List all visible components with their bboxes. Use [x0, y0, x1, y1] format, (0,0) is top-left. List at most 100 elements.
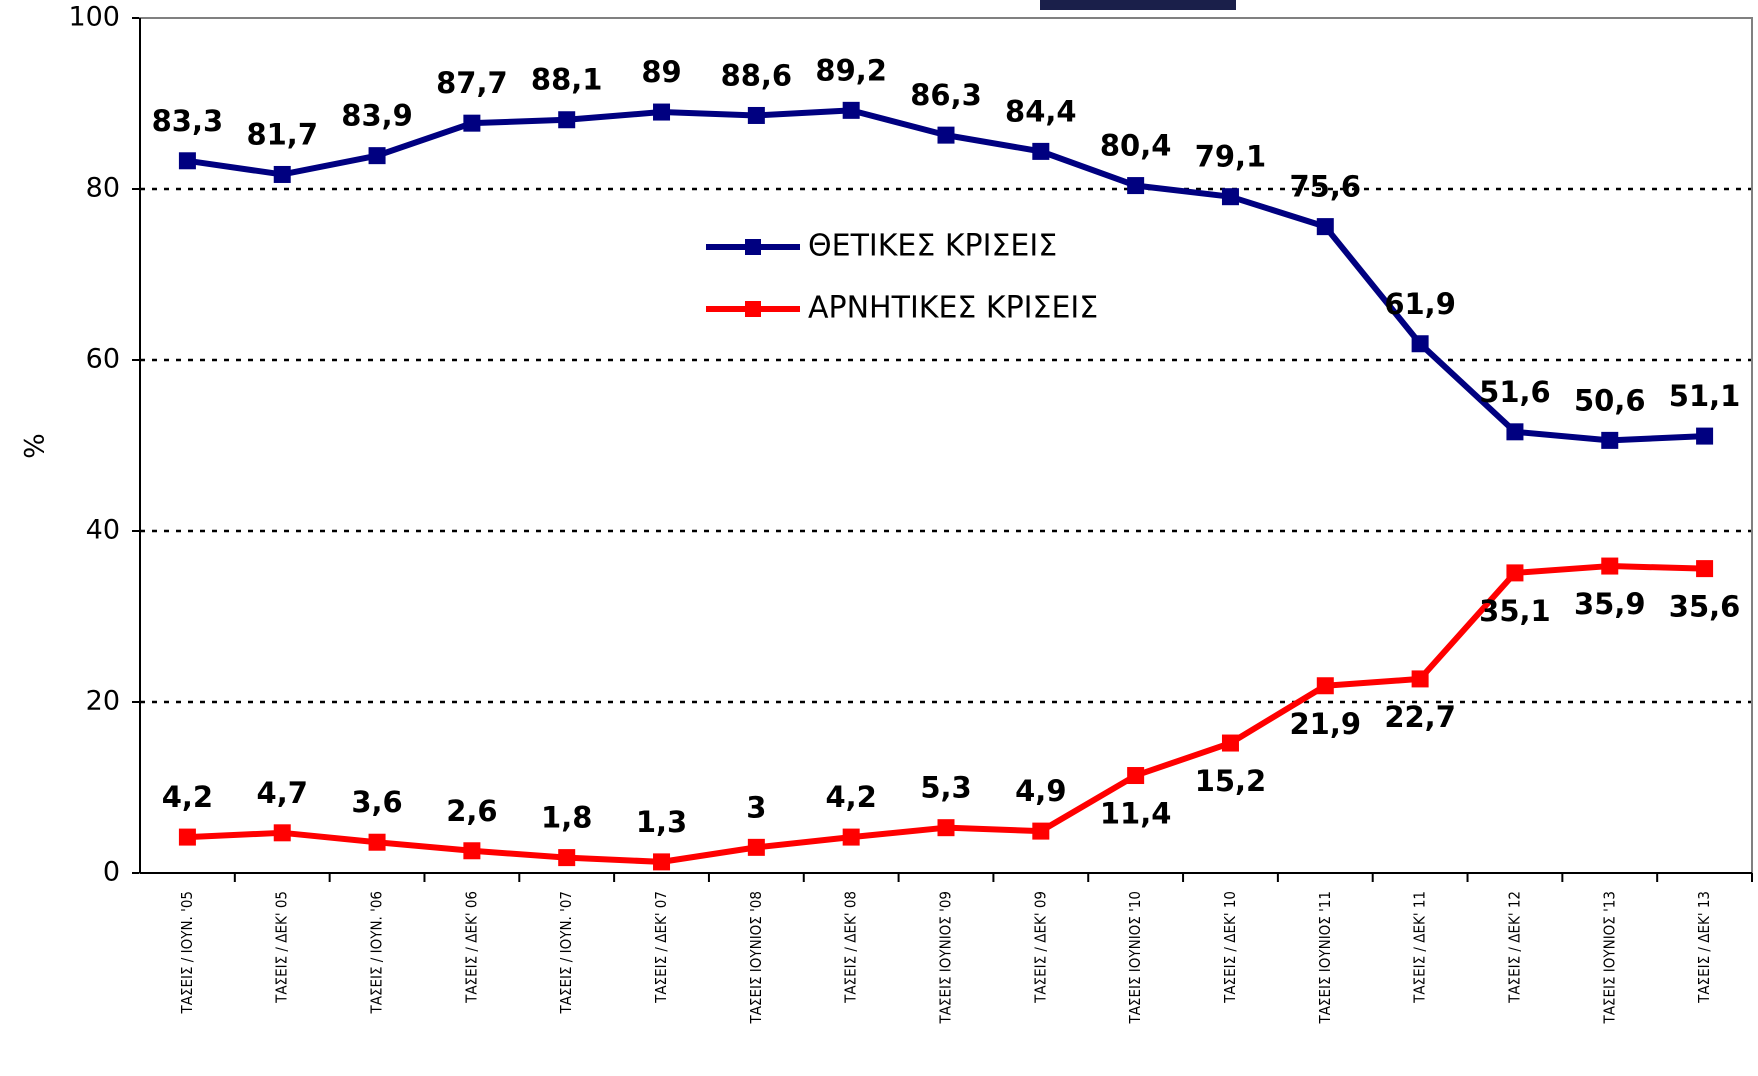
marker [938, 820, 954, 836]
chart: % 0 20 40 60 80 100 ΤΑΣΕΙΣ / ΙΟΥΝ. '05 ΤΑΣΕΙΣ /… [0, 0, 1758, 1076]
marker [559, 850, 575, 866]
x-tick-label: ΤΑΣΕΙΣ / ΔΕΚ' 06 [462, 891, 480, 1004]
value-label: 61,9 [1384, 287, 1456, 321]
marker [1412, 671, 1428, 687]
marker [559, 112, 575, 128]
x-tick-label: ΤΑΣΕΙΣ / ΔΕΚ' 07 [652, 891, 670, 1004]
value-label: 4,2 [825, 780, 876, 814]
value-label: 75,6 [1290, 170, 1362, 204]
value-label: 79,1 [1195, 140, 1267, 174]
y-tick-label: 40 [86, 515, 120, 546]
marker [1602, 558, 1618, 574]
value-label: 11,4 [1100, 797, 1172, 831]
marker [1033, 143, 1049, 159]
marker [1697, 428, 1713, 444]
value-label: 1,8 [541, 801, 592, 835]
x-tick-label: ΤΑΣΕΙΣ ΙΟΥΝΙΟΣ '13 [1600, 891, 1618, 1025]
marker [1507, 424, 1523, 440]
marker [654, 104, 670, 120]
value-label: 2,6 [446, 794, 497, 828]
x-tick-label: ΤΑΣΕΙΣ / ΔΕΚ' 09 [1031, 891, 1049, 1004]
marker [369, 148, 385, 164]
x-tick-label: ΤΑΣΕΙΣ / ΔΕΚ' 05 [273, 891, 291, 1004]
value-label: 3 [746, 790, 766, 824]
y-tick-label: 20 [86, 686, 120, 717]
x-tick-label: ΤΑΣΕΙΣ / ΙΟΥΝ. '07 [557, 891, 575, 1015]
value-label: 35,9 [1574, 587, 1646, 621]
value-label: 35,6 [1669, 590, 1741, 624]
marker [1317, 678, 1333, 694]
value-label: 22,7 [1384, 700, 1456, 734]
legend-marker [745, 301, 761, 317]
legend-marker [745, 239, 761, 255]
y-axis-label: % [20, 433, 51, 459]
marker [274, 825, 290, 841]
value-label: 88,6 [721, 58, 793, 92]
value-label: 84,4 [1005, 94, 1077, 128]
marker [843, 829, 859, 845]
marker [1033, 823, 1049, 839]
marker [1412, 336, 1428, 352]
y-tick-label: 100 [68, 2, 120, 33]
marker [748, 839, 764, 855]
x-tick-label: ΤΑΣΕΙΣ / ΙΟΥΝ. '05 [178, 891, 196, 1015]
value-label: 21,9 [1290, 707, 1362, 741]
value-label: 5,3 [920, 771, 971, 805]
value-label: 50,6 [1574, 383, 1646, 417]
marker [1222, 189, 1238, 205]
line [187, 110, 1704, 440]
value-label: 81,7 [246, 117, 318, 151]
value-label: 4,2 [162, 780, 213, 814]
marker [938, 127, 954, 143]
value-label: 4,7 [257, 776, 308, 810]
marker [1222, 735, 1238, 751]
x-tick-label: ΤΑΣΕΙΣ / ΔΕΚ' 08 [842, 891, 860, 1004]
marker [1128, 178, 1144, 194]
x-tick-label: ΤΑΣΕΙΣ ΙΟΥΝΙΟΣ '11 [1316, 891, 1334, 1025]
x-tick-label: ΤΑΣΕΙΣ ΙΟΥΝΙΟΣ '08 [747, 891, 765, 1025]
marker [1128, 768, 1144, 784]
marker [843, 102, 859, 118]
marker [369, 834, 385, 850]
value-label: 87,7 [436, 66, 508, 100]
value-label: 88,1 [531, 63, 603, 97]
x-tick-label: ΤΑΣΕΙΣ ΙΟΥΝΙΟΣ '09 [937, 891, 955, 1025]
x-tick-label: ΤΑΣΕΙΣ / ΔΕΚ' 10 [1221, 891, 1239, 1004]
header-image [1040, 0, 1236, 10]
marker [464, 843, 480, 859]
marker [179, 153, 195, 169]
value-label: 86,3 [910, 78, 982, 112]
value-label: 83,9 [341, 99, 413, 133]
value-label: 35,1 [1479, 594, 1551, 628]
x-tick-label: ΤΑΣΕΙΣ / ΔΕΚ' 12 [1505, 891, 1523, 1004]
marker [464, 115, 480, 131]
value-label: 4,9 [1015, 774, 1066, 808]
marker [1317, 219, 1333, 235]
marker [748, 107, 764, 123]
y-tick-label: 60 [86, 344, 120, 375]
y-tick-label: 0 [103, 857, 120, 888]
marker [1602, 432, 1618, 448]
x-tick-label: ΤΑΣΕΙΣ / ΔΕΚ' 13 [1695, 891, 1713, 1004]
value-label: 51,1 [1669, 379, 1741, 413]
value-label: 89 [641, 55, 681, 89]
x-tick-label: ΤΑΣΕΙΣ / ΙΟΥΝ. '06 [368, 891, 386, 1015]
value-label: 83,3 [152, 104, 224, 138]
value-label: 3,6 [351, 785, 402, 819]
value-label: 89,2 [815, 53, 887, 87]
x-tick-label: ΤΑΣΕΙΣ / ΔΕΚ' 11 [1411, 891, 1429, 1004]
marker [274, 166, 290, 182]
line [187, 566, 1704, 862]
marker [179, 829, 195, 845]
x-tick-label: ΤΑΣΕΙΣ ΙΟΥΝΙΟΣ '10 [1126, 891, 1144, 1025]
y-tick-label: 80 [86, 173, 120, 204]
plot-frame [140, 18, 1752, 873]
marker [654, 854, 670, 870]
legend-label: ΑΡΝΗΤΙΚΕΣ ΚΡΙΣΕΙΣ [808, 291, 1098, 326]
value-label: 1,3 [636, 805, 687, 839]
value-label: 80,4 [1100, 129, 1172, 163]
value-label: 15,2 [1195, 764, 1267, 798]
marker [1697, 561, 1713, 577]
marker [1507, 565, 1523, 581]
legend-label: ΘΕΤΙΚΕΣ ΚΡΙΣΕΙΣ [808, 229, 1057, 264]
